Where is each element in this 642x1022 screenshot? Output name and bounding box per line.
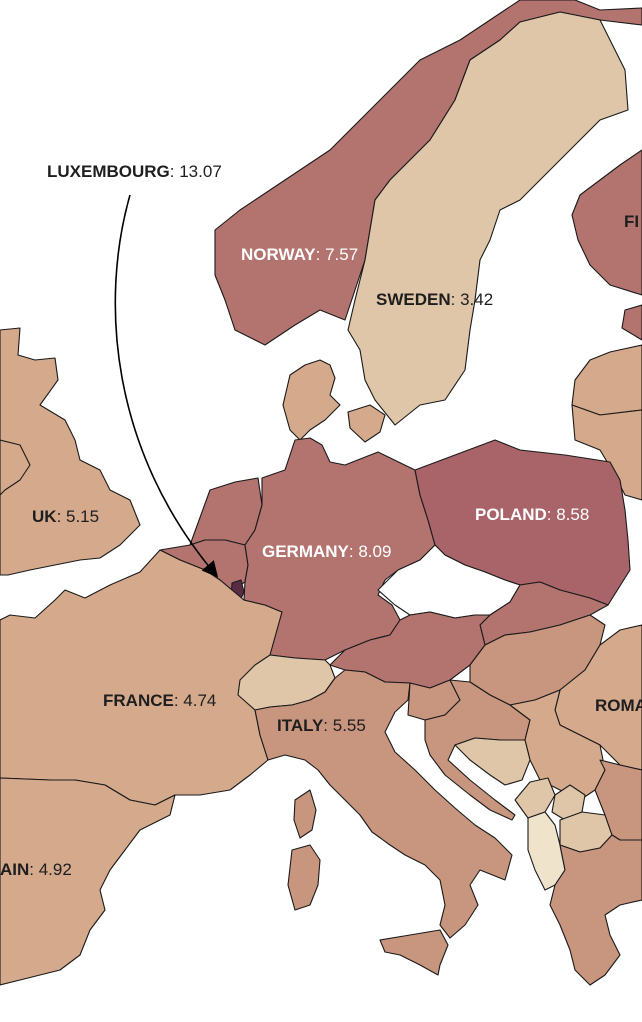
country-sardinia[interactable] (287, 844, 321, 911)
country-denmark-island[interactable] (347, 404, 386, 443)
country-sweden[interactable] (347, 11, 629, 426)
label-norway: NORWAY: 7.57 (241, 245, 358, 264)
country-italy[interactable] (254, 669, 513, 939)
country-germany[interactable] (243, 437, 436, 661)
country-greece[interactable] (549, 834, 642, 986)
country-spain[interactable] (0, 777, 176, 986)
country-belarus[interactable] (571, 404, 642, 501)
country-denmark[interactable] (282, 359, 341, 441)
country-corsica[interactable] (293, 789, 317, 839)
label-italy: ITALY: 5.55 (277, 716, 366, 735)
label-sweden: SWEDEN: 3.42 (376, 290, 493, 309)
label-finland: FI (624, 212, 639, 231)
label-spain: AIN: 4.92 (0, 860, 72, 879)
country-sicily[interactable] (379, 929, 449, 976)
label-luxembourg: LUXEMBOURG: 13.07 (47, 162, 222, 181)
country-uk[interactable] (0, 327, 141, 576)
luxembourg-arrow (114, 194, 219, 578)
country-estonia[interactable] (621, 304, 642, 341)
label-uk: UK: 5.15 (32, 507, 99, 526)
country-ireland[interactable] (0, 439, 31, 496)
country-montenegro[interactable] (514, 777, 556, 819)
label-france: FRANCE: 4.74 (103, 691, 216, 710)
label-romania: ROMA (595, 696, 642, 715)
country-finland[interactable] (571, 149, 642, 296)
country-baltic-east[interactable] (571, 344, 642, 416)
label-poland: POLAND: 8.58 (475, 505, 589, 524)
label-germany: GERMANY: 8.09 (262, 542, 391, 561)
country-bosnia[interactable] (454, 737, 531, 786)
